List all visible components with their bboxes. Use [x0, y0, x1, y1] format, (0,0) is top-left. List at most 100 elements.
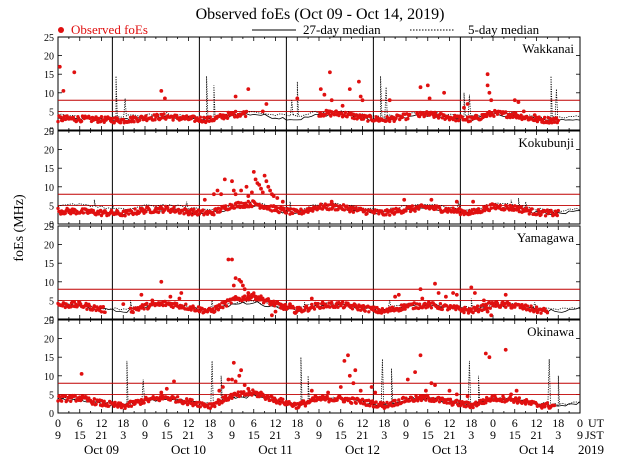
station-panels: 0 5 10 15 20 25 Wakkanai 0 5 10 15 20 25 Kokubunji 0 5 1… — [44, 33, 581, 420]
observed-point — [229, 301, 233, 305]
observed-point — [349, 401, 354, 405]
jst-tick-label: 15 — [509, 428, 521, 442]
observed-point — [198, 405, 202, 409]
observed-point — [483, 304, 488, 308]
jst-tick-label: 9 — [490, 428, 496, 442]
y-tick-label: 0 — [49, 126, 54, 137]
observed-point — [360, 397, 365, 401]
observed-point — [343, 304, 347, 308]
observed-point — [373, 390, 378, 395]
observed-point — [418, 85, 423, 90]
y-tick-label: 15 — [44, 70, 54, 81]
observed-point — [340, 300, 345, 304]
observed-point — [457, 399, 462, 403]
observed-point — [407, 112, 412, 117]
observed-point — [139, 292, 144, 297]
observed-point — [246, 291, 251, 295]
observed-point — [319, 306, 323, 310]
observed-point — [320, 396, 325, 400]
observed-point — [437, 400, 442, 404]
y-tick-label: 15 — [44, 259, 54, 270]
observed-point — [532, 113, 537, 117]
y-axis-label: foEs (MHz) — [12, 194, 27, 262]
observed-point — [250, 292, 254, 297]
y-tick-label: 20 — [44, 52, 54, 63]
station-label: Okinawa — [527, 324, 574, 339]
observed-point — [525, 304, 530, 308]
observed-point — [81, 211, 86, 215]
observed-point — [118, 121, 123, 125]
observed-point — [270, 395, 274, 399]
observed-point — [413, 370, 417, 374]
observed-point — [237, 373, 242, 378]
observed-point — [185, 114, 189, 118]
observed-point — [550, 121, 554, 125]
observed-point — [159, 279, 164, 284]
observed-point — [60, 118, 65, 123]
y-tick-label: 25 — [44, 127, 54, 138]
observed-point — [233, 192, 238, 197]
observed-point — [142, 401, 146, 405]
observed-point — [279, 305, 283, 310]
observed-point — [462, 310, 466, 315]
observed-point — [329, 98, 334, 103]
observed-point — [329, 199, 334, 204]
observed-foes-points — [56, 347, 557, 410]
observed-point — [361, 304, 366, 308]
observed-point — [550, 210, 554, 214]
observed-point — [378, 400, 383, 405]
y-tick-label: 25 — [44, 316, 54, 327]
observed-point — [523, 402, 528, 406]
observed-point — [454, 292, 459, 297]
observed-point — [305, 306, 309, 310]
ut-tick-label: 0 — [316, 416, 322, 430]
observed-point — [485, 72, 490, 77]
observed-point — [275, 206, 279, 210]
observed-point — [490, 301, 494, 305]
observed-point — [444, 294, 448, 299]
observed-point — [498, 203, 502, 208]
observed-point — [462, 105, 466, 110]
observed-point — [213, 309, 217, 314]
observed-point — [417, 302, 422, 306]
jst-tick-label: 21 — [270, 428, 282, 442]
observed-point — [107, 404, 111, 408]
observed-point — [195, 400, 199, 405]
observed-point — [200, 306, 204, 311]
observed-point — [336, 305, 340, 309]
observed-point — [487, 208, 492, 213]
observed-point — [212, 213, 216, 217]
observed-point — [449, 400, 453, 404]
observed-point — [445, 401, 449, 405]
observed-point — [208, 115, 212, 119]
observed-point — [239, 368, 244, 373]
observed-point — [468, 119, 472, 123]
observed-point — [85, 307, 89, 311]
observed-point — [342, 359, 347, 363]
observed-point — [321, 306, 326, 310]
observed-point — [485, 204, 489, 208]
observed-point — [123, 214, 127, 218]
y-tick-label: 0 — [49, 220, 54, 231]
observed-point — [257, 202, 261, 207]
observed-point — [353, 368, 358, 373]
observed-point — [239, 201, 243, 205]
observed-point — [119, 405, 124, 410]
observed-point — [342, 400, 347, 404]
observed-point — [352, 397, 356, 401]
observed-point — [513, 305, 517, 309]
observed-point — [88, 304, 92, 308]
observed-point — [466, 401, 471, 405]
observed-point — [456, 118, 461, 123]
observed-point — [469, 285, 474, 290]
observed-point — [473, 291, 477, 295]
observed-point — [471, 405, 475, 410]
observed-point — [478, 398, 482, 403]
observed-point — [295, 305, 300, 310]
observed-point — [546, 116, 550, 120]
observed-point — [216, 206, 221, 210]
observed-point — [309, 388, 314, 393]
observed-point — [233, 94, 238, 99]
observed-point — [226, 257, 231, 262]
jst-tick-label: 9 — [577, 428, 583, 442]
